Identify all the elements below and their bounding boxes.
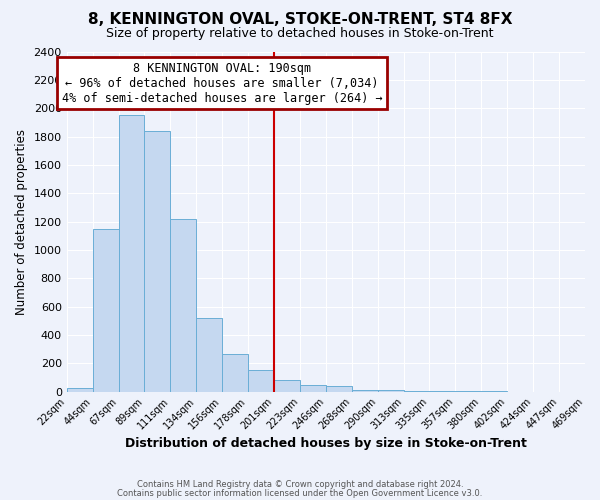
Bar bbox=[352, 390, 377, 392]
Bar bbox=[404, 390, 430, 392]
Bar bbox=[92, 228, 119, 392]
Bar bbox=[145, 131, 170, 392]
Text: 8 KENNINGTON OVAL: 190sqm
← 96% of detached houses are smaller (7,034)
4% of sem: 8 KENNINGTON OVAL: 190sqm ← 96% of detac… bbox=[62, 62, 382, 104]
Text: Contains HM Land Registry data © Crown copyright and database right 2024.: Contains HM Land Registry data © Crown c… bbox=[137, 480, 463, 489]
Text: Size of property relative to detached houses in Stoke-on-Trent: Size of property relative to detached ho… bbox=[106, 28, 494, 40]
Bar bbox=[300, 384, 326, 392]
X-axis label: Distribution of detached houses by size in Stoke-on-Trent: Distribution of detached houses by size … bbox=[125, 437, 527, 450]
Y-axis label: Number of detached properties: Number of detached properties bbox=[15, 128, 28, 314]
Bar bbox=[377, 390, 404, 392]
Bar bbox=[170, 219, 196, 392]
Text: Contains public sector information licensed under the Open Government Licence v3: Contains public sector information licen… bbox=[118, 488, 482, 498]
Bar bbox=[248, 370, 274, 392]
Bar bbox=[67, 388, 92, 392]
Bar bbox=[326, 386, 352, 392]
Text: 8, KENNINGTON OVAL, STOKE-ON-TRENT, ST4 8FX: 8, KENNINGTON OVAL, STOKE-ON-TRENT, ST4 … bbox=[88, 12, 512, 28]
Bar bbox=[430, 391, 455, 392]
Bar bbox=[274, 380, 300, 392]
Bar bbox=[196, 318, 222, 392]
Bar bbox=[119, 116, 145, 392]
Bar bbox=[222, 354, 248, 392]
